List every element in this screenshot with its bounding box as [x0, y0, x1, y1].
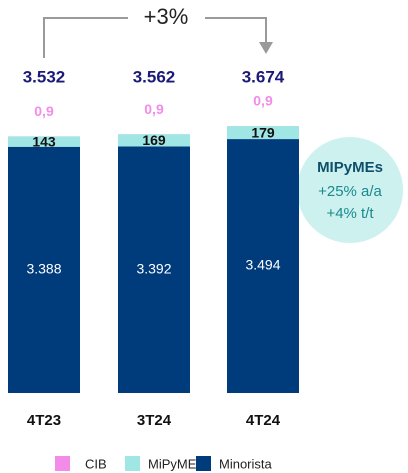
bar-segment: [118, 146, 190, 393]
bar-segment: [227, 139, 299, 393]
data-label: 0,9: [34, 103, 54, 119]
bar-segment: [8, 136, 80, 147]
callout-line: +4% t/t: [326, 205, 374, 222]
bar-segment: [227, 126, 299, 140]
legend-swatch: [125, 456, 140, 471]
legend-label: Minorista: [219, 456, 273, 471]
data-label: 0,9: [253, 93, 273, 109]
x-tick-label: 4T24: [246, 412, 281, 429]
data-label: 3.494: [245, 257, 280, 273]
callout-title: MIPyMEs: [317, 159, 383, 176]
callout-line: +25% a/a: [318, 183, 382, 200]
callout-circle: [297, 137, 403, 243]
data-label: 0,9: [144, 101, 164, 117]
total-label: 3.562: [133, 67, 176, 86]
bar-segment: [118, 134, 190, 147]
x-tick-label: 4T23: [27, 412, 61, 429]
total-label: 3.674: [242, 67, 285, 86]
change-bracket: [43, 17, 267, 58]
change-arrowhead: [259, 42, 273, 54]
data-label: 179: [251, 124, 275, 140]
bar-segment: [8, 146, 80, 393]
x-tick-label: 3T24: [137, 412, 172, 429]
data-label: 143: [32, 133, 56, 149]
change-annotation: +3%: [144, 4, 189, 29]
legend-label: MiPyME: [148, 456, 197, 471]
total-label: 3.532: [23, 67, 66, 86]
legend-swatch: [55, 456, 70, 471]
data-label: 3.392: [136, 260, 171, 276]
legend-swatch: [196, 456, 211, 471]
legend-label: CIB: [85, 456, 107, 471]
data-label: 169: [142, 132, 166, 148]
data-label: 3.388: [26, 261, 61, 277]
